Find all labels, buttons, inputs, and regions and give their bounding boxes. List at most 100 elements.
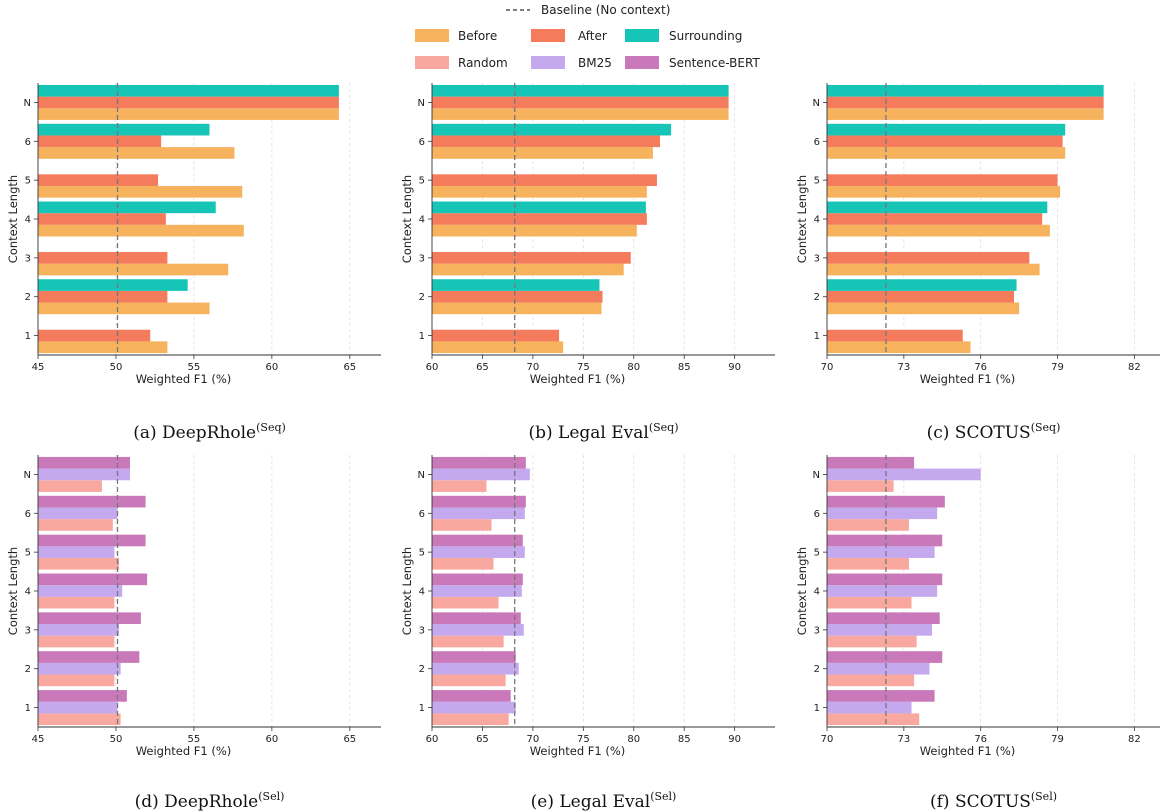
- bar-surrounding-2: [38, 279, 188, 291]
- bar-bm25-n: [432, 468, 530, 481]
- bar-sentence-bert-4: [827, 573, 943, 586]
- x-tick-label: 65: [476, 362, 489, 373]
- y-tick-label: 3: [814, 625, 820, 636]
- x-tick-label: 55: [188, 734, 201, 745]
- legend-label-bm25: BM25: [578, 56, 612, 70]
- bar-sentence-bert-6: [432, 495, 526, 508]
- y-tick-label: 4: [419, 215, 425, 226]
- bar-after-5: [827, 174, 1058, 186]
- bar-bm25-4: [38, 585, 123, 597]
- y-tick-label: 5: [25, 176, 31, 187]
- x-tick-label: 70: [527, 362, 540, 373]
- bar-after-6: [432, 135, 660, 148]
- y-tick-label: 1: [419, 331, 425, 342]
- bar-before-6: [827, 147, 1066, 159]
- panel-caption-superscript: (Sel): [1031, 790, 1057, 803]
- x-tick-label: 73: [897, 734, 910, 745]
- y-tick-label: 5: [814, 548, 820, 559]
- x-tick-label: 70: [821, 734, 834, 745]
- bar-random-5: [432, 557, 494, 570]
- x-tick-label: 82: [1128, 734, 1141, 745]
- bar-bm25-3: [827, 624, 933, 636]
- panel-caption: (b) Legal Eval(Seq): [528, 421, 678, 443]
- bar-bm25-6: [827, 507, 938, 520]
- legend-label-random: Random: [458, 56, 508, 70]
- bar-after-n: [432, 96, 729, 109]
- bar-random-4: [38, 596, 115, 609]
- bar-sentence-bert-5: [827, 534, 943, 547]
- bar-bm25-5: [432, 546, 525, 558]
- panel-caption: (d) DeepRhole(Sel): [135, 790, 285, 812]
- bar-sentence-bert-2: [432, 651, 516, 663]
- bar-surrounding-6: [38, 123, 210, 136]
- legend-label-sentence_bert: Sentence-BERT: [669, 56, 760, 70]
- bar-random-6: [38, 519, 113, 531]
- bar-before-5: [38, 185, 243, 198]
- bar-bm25-n: [38, 468, 130, 481]
- bar-random-1: [38, 713, 121, 726]
- bar-random-6: [827, 519, 909, 531]
- x-tick-label: 60: [265, 362, 278, 373]
- x-tick-label: 75: [577, 734, 590, 745]
- bar-sentence-bert-5: [38, 534, 146, 547]
- bar-random-4: [827, 596, 912, 609]
- bar-surrounding-n: [432, 84, 729, 97]
- y-tick-label: 3: [25, 253, 31, 264]
- bar-bm25-1: [827, 701, 912, 714]
- bar-random-2: [827, 674, 915, 687]
- x-tick-label: 80: [627, 362, 640, 373]
- bar-bm25-n: [827, 468, 981, 481]
- bar-bm25-5: [38, 546, 115, 558]
- bar-bm25-4: [827, 585, 938, 597]
- y-tick-label: 2: [25, 292, 31, 303]
- bar-surrounding-n: [827, 84, 1104, 97]
- bar-random-3: [432, 635, 504, 648]
- legend-label-before: Before: [458, 29, 497, 43]
- bar-sentence-bert-4: [38, 573, 148, 586]
- legend-swatch-surrounding: [625, 29, 659, 42]
- bar-before-3: [38, 263, 229, 276]
- y-tick-label: N: [813, 98, 820, 109]
- bar-after-6: [38, 135, 162, 148]
- bar-sentence-bert-6: [38, 495, 146, 508]
- bar-random-n: [827, 480, 894, 492]
- y-tick-label: 4: [814, 587, 820, 598]
- y-tick-label: 2: [814, 664, 820, 675]
- x-tick-label: 60: [265, 734, 278, 745]
- bar-sentence-bert-5: [432, 534, 523, 547]
- x-tick-label: 45: [32, 362, 45, 373]
- x-tick-label: 60: [426, 362, 439, 373]
- x-axis-label: Weighted F1 (%): [920, 744, 1016, 758]
- y-axis-label: Context Length: [795, 547, 809, 635]
- bar-sentence-bert-1: [827, 690, 935, 702]
- x-tick-label: 50: [110, 362, 123, 373]
- y-tick-label: 1: [419, 703, 425, 714]
- bar-bm25-3: [432, 624, 524, 636]
- bar-bm25-5: [827, 546, 935, 558]
- bar-sentence-bert-2: [827, 651, 943, 663]
- bar-before-5: [432, 185, 647, 198]
- bar-after-1: [432, 329, 560, 342]
- x-tick-label: 65: [476, 734, 489, 745]
- x-tick-label: 50: [110, 734, 123, 745]
- panel-caption: (e) Legal Eval(Sel): [531, 790, 677, 812]
- panel-caption-superscript: (Seq): [256, 421, 286, 434]
- bar-after-3: [38, 252, 168, 264]
- y-tick-label: N: [813, 470, 820, 481]
- bar-before-3: [827, 263, 1040, 276]
- y-tick-label: 1: [25, 331, 31, 342]
- y-tick-label: 4: [814, 215, 820, 226]
- x-axis-label: Weighted F1 (%): [136, 744, 232, 758]
- bar-after-5: [38, 174, 159, 186]
- bar-before-4: [827, 224, 1050, 237]
- bar-before-1: [432, 341, 564, 354]
- bar-bm25-4: [432, 585, 522, 597]
- bar-random-5: [827, 557, 909, 570]
- bar-bm25-2: [432, 662, 519, 675]
- bar-sentence-bert-6: [827, 495, 945, 508]
- panel-caption: (f) SCOTUS(Sel): [930, 790, 1057, 812]
- legend-label-surrounding: Surrounding: [669, 29, 742, 43]
- bar-sentence-bert-3: [38, 612, 141, 625]
- bar-after-n: [827, 96, 1104, 109]
- bar-bm25-6: [432, 507, 525, 520]
